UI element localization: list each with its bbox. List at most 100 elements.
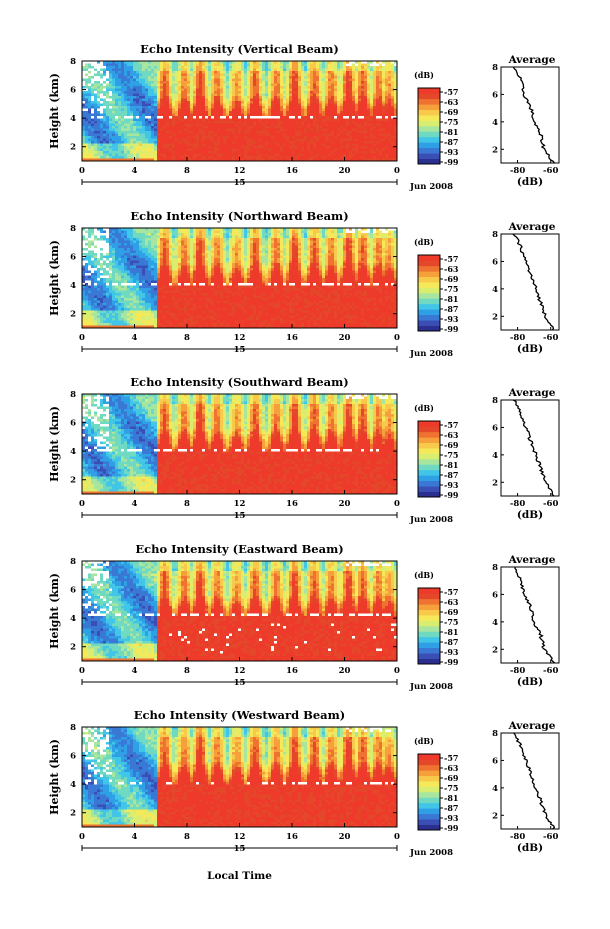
y-tick-label: 4 xyxy=(70,614,76,624)
y-axis-label: Height (km) xyxy=(48,73,61,149)
avg-x-tick-label: -60 xyxy=(543,666,558,676)
y-tick-label: 6 xyxy=(70,586,76,596)
avg-x-tick-label: -60 xyxy=(543,832,558,842)
avg-x-label: (dB) xyxy=(517,343,543,355)
y-tick-label: 4 xyxy=(70,780,76,790)
x-axis-label: Local Time xyxy=(207,870,272,882)
colorbar-tick-label: -93 xyxy=(444,147,459,157)
heatmap-cells xyxy=(82,61,398,162)
avg-y-tick-label: 6 xyxy=(492,423,498,433)
y-tick-label: 8 xyxy=(70,557,76,567)
colorbar xyxy=(418,255,440,332)
x-tick-label: 16 xyxy=(286,832,298,842)
avg-y-tick-label: 4 xyxy=(492,784,498,794)
x-tick-label: 4 xyxy=(132,666,138,676)
colorbar-tick-label: -99 xyxy=(444,823,459,833)
colorbar-tick-label: -93 xyxy=(444,813,459,823)
x-tick-label: 0 xyxy=(394,333,400,343)
panel-title: Echo Intensity (Southward Beam) xyxy=(130,375,348,389)
colorbar-tick-label: -69 xyxy=(444,607,459,617)
x-tick-label: 8 xyxy=(184,333,190,343)
colorbar-frame xyxy=(417,587,441,665)
x-tick-label: 0 xyxy=(394,166,400,176)
colorbar-tick-label: -69 xyxy=(444,107,459,117)
avg-y-tick-label: 4 xyxy=(492,118,498,128)
colorbar-tick-label: -81 xyxy=(444,627,458,637)
average-title: Average xyxy=(508,720,556,732)
colorbar-frame xyxy=(417,420,441,498)
average-title: Average xyxy=(508,554,556,566)
avg-x-tick-label: -60 xyxy=(543,333,558,343)
date-label: Jun 2008 xyxy=(409,515,453,525)
colorbar-tick-label: -75 xyxy=(444,783,458,793)
x-tick-label: 12 xyxy=(234,832,246,842)
avg-y-tick-label: 8 xyxy=(492,563,498,573)
colorbar-tick-label: -75 xyxy=(444,617,458,627)
y-tick-label: 8 xyxy=(70,224,76,234)
avg-y-tick-label: 6 xyxy=(492,257,498,267)
colorbar-tick-label: -63 xyxy=(444,430,459,440)
avg-y-tick-label: 2 xyxy=(492,478,498,488)
avg-x-label: (dB) xyxy=(517,676,543,688)
avg-x-label: (dB) xyxy=(517,176,543,188)
colorbar-tick-label: -99 xyxy=(444,490,459,500)
colorbar-tick-label: -57 xyxy=(444,87,458,97)
colorbar-tick-label: -63 xyxy=(444,597,459,607)
colorbar-tick-label: -57 xyxy=(444,753,458,763)
heatmap-cells xyxy=(82,727,398,828)
x-tick-label: 20 xyxy=(339,499,351,509)
avg-x-tick-label: -80 xyxy=(510,499,525,509)
x-tick-label: 12 xyxy=(234,166,246,176)
colorbar-frame xyxy=(417,87,441,165)
y-tick-label: 6 xyxy=(70,419,76,429)
date-label: Jun 2008 xyxy=(409,682,453,692)
colorbar-unit: (dB) xyxy=(414,403,434,413)
panel-title: Echo Intensity (Westward Beam) xyxy=(134,708,345,722)
panel-2: Echo Intensity (Northward Beam) 8 6 4 2 Heigh… xyxy=(48,209,560,359)
avg-y-tick-label: 2 xyxy=(492,145,498,155)
avg-y-tick-label: 4 xyxy=(492,618,498,628)
y-tick-label: 2 xyxy=(70,143,76,153)
heatmap-cells xyxy=(82,394,398,495)
average-frame xyxy=(500,732,560,830)
heatmap-cells xyxy=(82,228,398,329)
x-tick-label: 0 xyxy=(79,666,85,676)
x-tick-label: 0 xyxy=(79,832,85,842)
x-tick-label: 4 xyxy=(132,499,138,509)
heatmap-cells xyxy=(82,561,398,662)
x-tick-label: 0 xyxy=(394,832,400,842)
y-tick-label: 4 xyxy=(70,447,76,457)
colorbar-tick-label: -81 xyxy=(444,460,458,470)
avg-y-tick-label: 4 xyxy=(492,285,498,295)
colorbar-unit: (dB) xyxy=(414,736,434,746)
average-title: Average xyxy=(508,221,556,233)
average-frame xyxy=(500,233,560,331)
avg-y-tick-label: 6 xyxy=(492,590,498,600)
colorbar-unit: (dB) xyxy=(414,70,434,80)
x-tick-label: 0 xyxy=(394,499,400,509)
colorbar-tick-label: -93 xyxy=(444,647,459,657)
x-tick-label: 20 xyxy=(339,166,351,176)
colorbar-tick-label: -57 xyxy=(444,254,458,264)
colorbar-tick-label: -63 xyxy=(444,763,459,773)
colorbar-unit: (dB) xyxy=(414,570,434,580)
colorbar-frame xyxy=(417,753,441,831)
colorbar-tick-label: -99 xyxy=(444,324,459,334)
avg-x-tick-label: -80 xyxy=(510,832,525,842)
colorbar xyxy=(418,88,440,165)
avg-y-tick-label: 2 xyxy=(492,645,498,655)
date-tick-label: 15 xyxy=(234,345,246,355)
y-tick-label: 2 xyxy=(70,643,76,653)
y-tick-label: 2 xyxy=(70,476,76,486)
average-profile-line xyxy=(514,566,556,664)
colorbar xyxy=(418,588,440,665)
colorbar-tick-label: -75 xyxy=(444,450,458,460)
x-tick-label: 12 xyxy=(234,499,246,509)
average-profile-line xyxy=(513,732,556,830)
average-frame xyxy=(500,566,560,664)
avg-x-tick-label: -80 xyxy=(510,333,525,343)
y-axis-label: Height (km) xyxy=(48,739,61,815)
colorbar xyxy=(418,754,440,831)
colorbar-tick-label: -69 xyxy=(444,773,459,783)
average-profile-line xyxy=(512,399,555,497)
